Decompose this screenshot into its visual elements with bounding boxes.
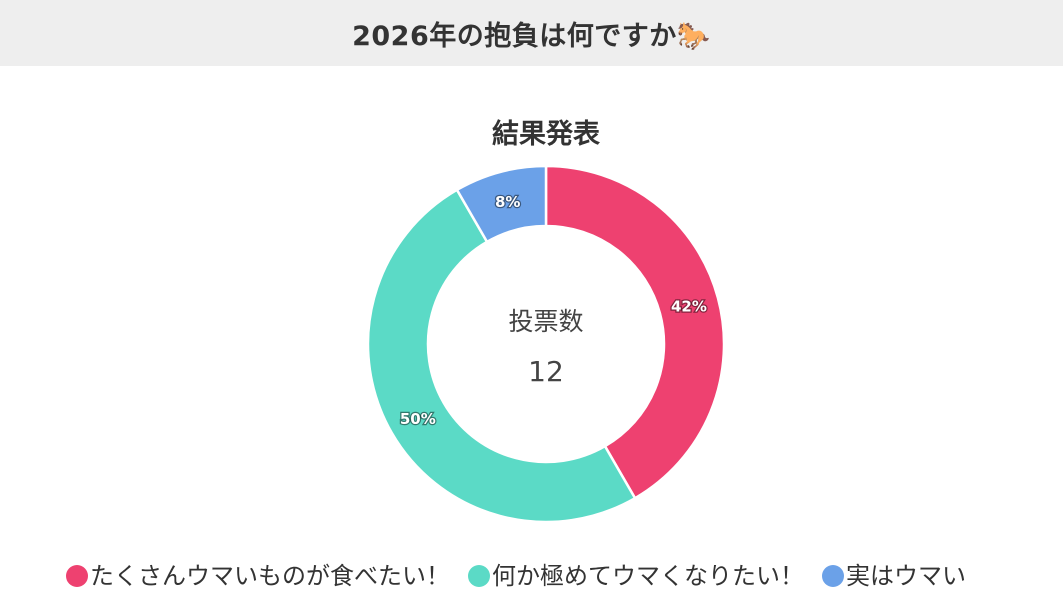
chart-title: 結果発表 [492,119,600,150]
legend-label-1: たくさんウマいものが食べたい！ [90,562,450,590]
legend-item-1[interactable]: たくさんウマいものが食べたい！ [66,556,450,596]
donut-chart: 42% 50% 8% [366,164,726,524]
legend-label-3: 実はウマい [846,562,966,590]
slice-percent-label-1: 42% [671,298,707,316]
legend-swatch-3 [822,565,844,587]
legend-label-2: 何か極めてウマくなりたい！ [492,562,804,590]
legend-swatch-2 [468,565,490,587]
legend-list: たくさんウマいものが食べたい！ 何か極めてウマくなりたい！ 実はウマい [66,556,984,596]
page-title: 2026年の抱負は何ですか🐎 [352,20,711,52]
center-value: 12 [528,355,564,388]
legend-swatch-1 [66,565,88,587]
slice-percent-label-2: 50% [400,410,436,428]
page-header: 2026年の抱負は何ですか🐎 [0,0,1063,66]
legend-item-3[interactable]: 実はウマい [822,556,966,596]
chart-legend: たくさんウマいものが食べたい！ 何か極めてウマくなりたい！ 実はウマい [0,556,1063,596]
donut-slice-1[interactable] [544,164,726,500]
donut-slice-3[interactable] [455,164,548,244]
legend-item-2[interactable]: 何か極めてウマくなりたい！ [468,556,804,596]
slice-percent-label-3: 8% [495,193,520,211]
donut-slice-2[interactable] [366,188,637,524]
center-label: 投票数 [508,307,584,336]
